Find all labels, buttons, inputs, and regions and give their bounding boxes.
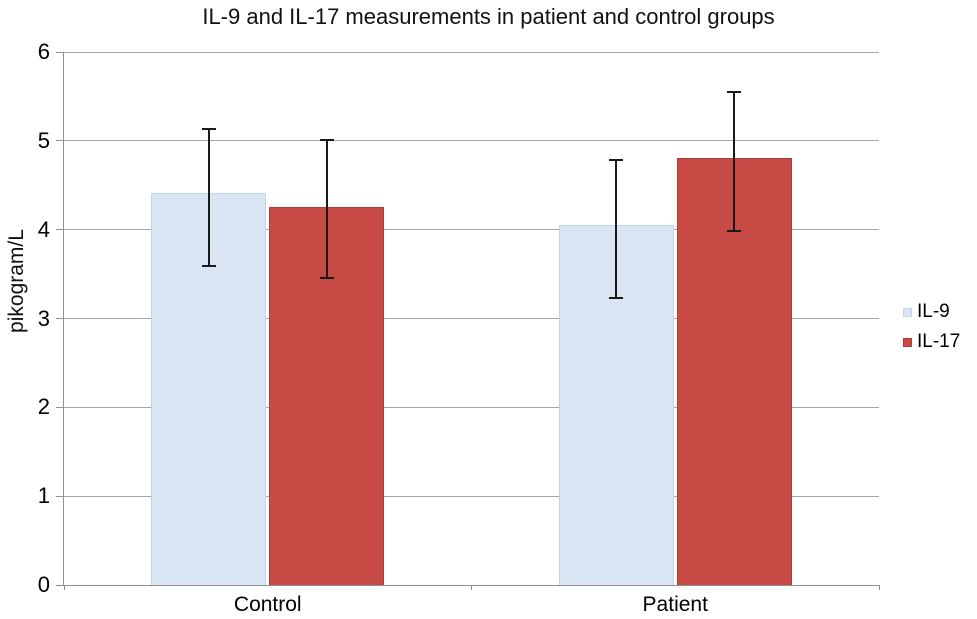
legend-item-il-17: IL-17	[903, 331, 960, 353]
error-cap-bottom-patient-il-9	[609, 296, 624, 299]
chart-title: IL-9 and IL-17 measurements in patient a…	[202, 4, 775, 29]
legend-label-il-17: IL-17	[917, 331, 961, 352]
y-tick-mark-2	[56, 406, 64, 408]
error-cap-bottom-patient-il-17	[727, 230, 742, 233]
y-tick-mark-4	[56, 229, 64, 231]
x-tick-mark-1	[471, 585, 472, 590]
x-tick-mark-0	[63, 585, 65, 590]
error-cap-top-patient-il-9	[609, 159, 624, 162]
y-tick-label-2: 2	[37, 394, 50, 420]
y-tick-label-0: 0	[37, 572, 50, 597]
x-tick-mark-2	[878, 585, 880, 590]
y-tick-mark-1	[56, 495, 64, 497]
y-tick-mark-6	[56, 51, 64, 53]
y-tick-label-5: 5	[37, 127, 50, 153]
y-tick-label-3: 3	[37, 305, 50, 331]
gridline-6	[64, 51, 879, 53]
y-tick-label-4: 4	[37, 216, 50, 242]
error-bar-patient-il-17	[733, 91, 736, 233]
error-cap-top-control-il-9	[201, 127, 216, 130]
error-cap-bottom-control-il-9	[201, 264, 216, 267]
error-bar-control-il-17	[325, 139, 328, 280]
category-label-control: Control	[233, 593, 302, 616]
y-tick-label-1: 1	[37, 483, 50, 509]
legend-label-il-9: IL-9	[917, 301, 950, 322]
legend-swatch-il-17	[903, 337, 912, 347]
error-cap-bottom-control-il-17	[319, 277, 334, 280]
legend-item-il-9: IL-9	[903, 301, 960, 323]
error-bar-control-il-9	[207, 127, 210, 267]
gridline-2	[64, 406, 879, 408]
gridline-4	[64, 229, 879, 231]
error-bar-patient-il-9	[615, 159, 618, 299]
legend: IL-9 IL-17	[903, 301, 960, 353]
gridline-5	[64, 140, 879, 142]
y-tick-mark-0	[56, 584, 64, 586]
legend-swatch-il-9	[903, 307, 912, 317]
error-cap-top-control-il-17	[319, 139, 334, 142]
category-label-patient: Patient	[642, 593, 708, 616]
y-tick-mark-5	[56, 140, 64, 142]
y-tick-label-6: 6	[37, 39, 50, 64]
gridline-1	[64, 495, 879, 497]
y-tick-mark-3	[56, 318, 64, 319]
gridline-3	[64, 318, 879, 319]
bar-control-il-9	[151, 193, 267, 585]
error-cap-top-patient-il-17	[727, 91, 742, 94]
plot-area: 0 1 2 3 4 5 6 Control Patient	[38, 41, 880, 616]
